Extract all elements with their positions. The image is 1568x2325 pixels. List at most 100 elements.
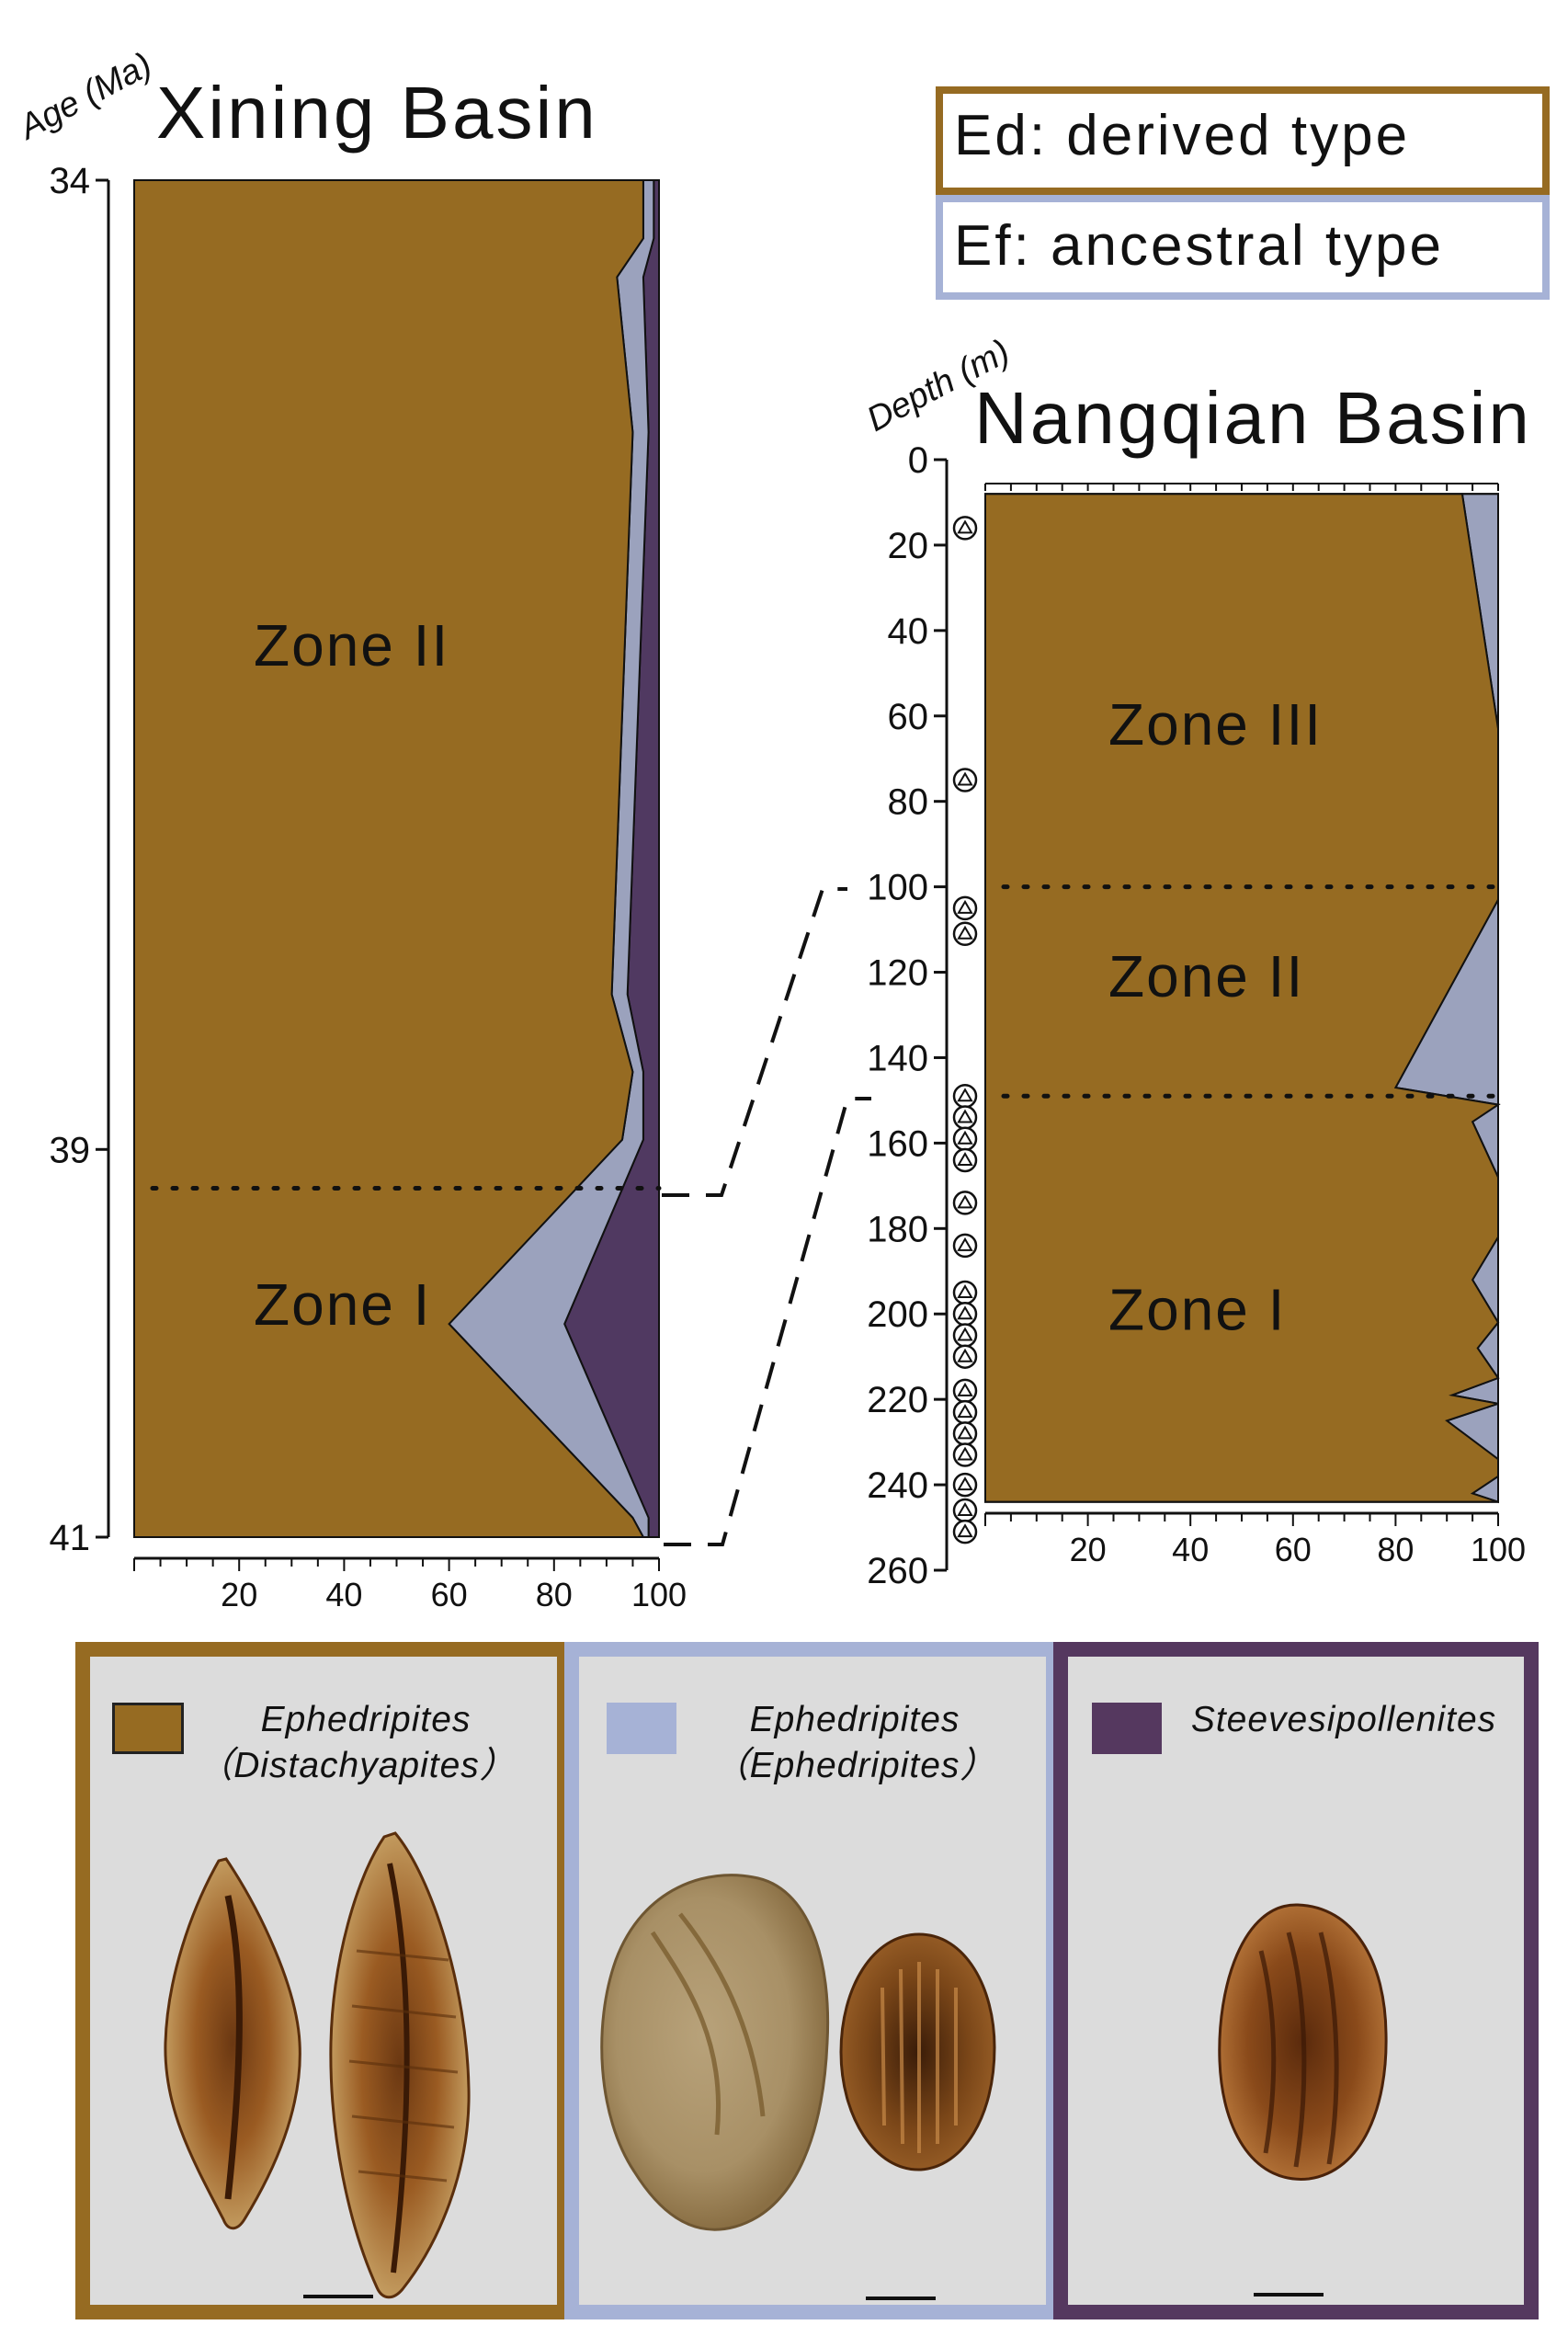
chart1-y-tick-label-1: 20 <box>888 526 929 566</box>
chart1-pollen-marker-19 <box>952 1498 978 1523</box>
chart0-x-tick-label-3: 80 <box>536 1576 573 1613</box>
chart1-pollen-marker-triangle-7 <box>957 1151 973 1166</box>
chart1-y-tick-label-13: 260 <box>867 1551 928 1591</box>
steeve-taxon-name: Steevesipollenites <box>1190 1700 1497 1739</box>
nangqian-title: Nangqian Basin <box>974 377 1532 459</box>
chart1-y-tick-label-12: 240 <box>867 1465 928 1506</box>
chart1-y-tick-label-4: 80 <box>888 782 929 823</box>
ancestral-pollen-grain-1-fold <box>650 1912 766 2136</box>
ancestral-pollen-grain-2-ridges <box>881 1962 958 2153</box>
derived-type-label: Ed: derived type <box>954 104 1410 167</box>
ancestral-type-label: Ef: ancestral type <box>954 214 1444 278</box>
derived-pollen-grain-2-colpus <box>387 1863 410 2274</box>
chart1-y-tick-label-8: 160 <box>867 1123 928 1164</box>
steeve-scale-bar <box>1254 2293 1324 2297</box>
chart1-pollen-marker-triangle-10 <box>957 1284 973 1298</box>
derived-pollen-grain-1 <box>164 1857 301 2230</box>
chart1-pollen-marker-triangle-8 <box>957 1194 973 1209</box>
chart1-pollen-marker-triangle-19 <box>957 1501 973 1516</box>
chart1-x-tick-label-0: 20 <box>1070 1531 1107 1568</box>
chart1-pollen-marker-5 <box>952 1105 978 1130</box>
chart1-pollen-marker-triangle-9 <box>957 1237 973 1251</box>
chart0-zone-label-1: Zone I <box>254 1271 431 1338</box>
chart1-pollen-marker-7 <box>952 1147 978 1173</box>
chart1-pollen-marker-17 <box>952 1442 978 1467</box>
xining-title: Xining Basin <box>156 72 598 154</box>
ancestral-swatch <box>607 1703 676 1754</box>
chart1-pollen-marker-triangle-4 <box>957 1088 973 1102</box>
ancestral-taxon-name: Ephedripites <box>749 1700 960 1739</box>
chart1-pollen-marker-triangle-13 <box>957 1348 973 1362</box>
chart1-pollen-marker-6 <box>952 1126 978 1151</box>
chart1-x-tick-label-2: 60 <box>1275 1531 1312 1568</box>
chart1-y-tick-label-6: 120 <box>867 953 928 994</box>
chart0-x-tick-label-4: 100 <box>631 1576 687 1613</box>
chart1-pollen-marker-triangle-6 <box>957 1130 973 1145</box>
correlation-lines <box>662 887 871 1546</box>
chart1-pollen-marker-1 <box>952 768 978 792</box>
chart1-pollen-marker-13 <box>952 1344 978 1369</box>
chart1-pollen-marker-triangle-1 <box>957 771 973 786</box>
chart1-pollen-marker-triangle-5 <box>957 1109 973 1123</box>
chart0-zone-label-0: Zone II <box>254 612 449 678</box>
chart1-x-tick-label-1: 40 <box>1172 1531 1209 1568</box>
derived-taxon-subgenus: （Distachyapites） <box>197 1746 517 1785</box>
chart1-pollen-marker-triangle-2 <box>957 899 973 914</box>
chart1-y-tick-label-10: 200 <box>867 1294 928 1335</box>
derived-swatch <box>112 1703 184 1754</box>
chart1-pollen-marker-triangle-20 <box>957 1523 973 1538</box>
chart1-pollen-marker-triangle-0 <box>957 519 973 534</box>
chart1-y-tick-label-11: 220 <box>867 1380 928 1420</box>
chart0-x-tick-label-1: 40 <box>325 1576 362 1613</box>
legend-panel-derived: Ephedripites （Distachyapites） <box>75 1642 572 2319</box>
ancestral-scale-bar <box>866 2297 936 2300</box>
derived-scale-bar <box>303 2295 373 2298</box>
chart1-pollen-marker-3 <box>952 921 978 946</box>
chart1-pollen-marker-triangle-17 <box>957 1446 973 1461</box>
chart1-pollen-marker-0 <box>952 516 978 541</box>
chart1-pollen-marker-triangle-16 <box>957 1425 973 1440</box>
chart1-pollen-marker-20 <box>952 1519 978 1544</box>
chart1-y-tick-label-0: 0 <box>908 440 928 481</box>
xining-chart: Xining Basin Age (Ma) Zone II Zone I 34 39 4… <box>12 45 687 1613</box>
chart1-pollen-marker-4 <box>952 1084 978 1109</box>
chart1-zone-label-2: Zone I <box>1108 1277 1286 1343</box>
chart1-pollen-marker-triangle-11 <box>957 1305 973 1320</box>
derived-pollen-grain-1-colpus <box>224 1895 243 2200</box>
legend-panel-steevesipollenites: Steevesipollenites <box>1053 1642 1539 2319</box>
chart1-zone-label-1: Zone II <box>1108 943 1304 1009</box>
chart0-y-tick-label-1: 39 <box>50 1130 91 1170</box>
chart1-y-tick-label-3: 60 <box>888 697 929 737</box>
chart0-plot-frame <box>133 179 660 1538</box>
derived-pollen-grain-2-ridges <box>348 1949 459 2183</box>
chart1-pollen-marker-11 <box>952 1301 978 1327</box>
chart1-pollen-marker-9 <box>952 1233 978 1259</box>
chart1-pollen-marker-triangle-12 <box>957 1327 973 1341</box>
steeve-pollen-images <box>1218 1903 1388 2181</box>
chart1-y-tick-label-2: 40 <box>888 611 929 652</box>
chart1-x-tick-label-3: 80 <box>1377 1531 1414 1568</box>
ancestral-pollen-grain-1 <box>600 1874 830 2231</box>
xining-plot: Zone II Zone I 34 39 41 20 40 60 80 100 <box>50 161 687 1613</box>
chart1-y-tick-label-7: 140 <box>867 1038 928 1078</box>
chart1-pollen-marker-2 <box>952 895 978 921</box>
derived-taxon-name: Ephedripites <box>260 1700 472 1739</box>
chart1-pollen-marker-16 <box>952 1421 978 1446</box>
chart1-pollen-marker-12 <box>952 1323 978 1348</box>
ancestral-taxon-subgenus: （Ephedripites） <box>712 1746 997 1785</box>
correlation-line-lower <box>664 1097 871 1546</box>
ancestral-type-box <box>936 195 1550 300</box>
xining-ylabel: Age (Ma) <box>12 45 158 147</box>
chart0-y-tick-label-0: 34 <box>50 161 91 201</box>
ancestral-pollen-images <box>600 1874 996 2231</box>
correlation-line-upper <box>662 887 847 1197</box>
chart0-y-tick-label-2: 41 <box>50 1518 91 1558</box>
chart1-zone-label-0: Zone III <box>1108 691 1323 758</box>
derived-type-box <box>936 86 1550 195</box>
chart1-pollen-marker-14 <box>952 1378 978 1404</box>
derived-pollen-images <box>164 1831 471 2299</box>
chart1-y-tick-label-9: 180 <box>867 1209 928 1249</box>
chart0-x-tick-label-0: 20 <box>221 1576 257 1613</box>
